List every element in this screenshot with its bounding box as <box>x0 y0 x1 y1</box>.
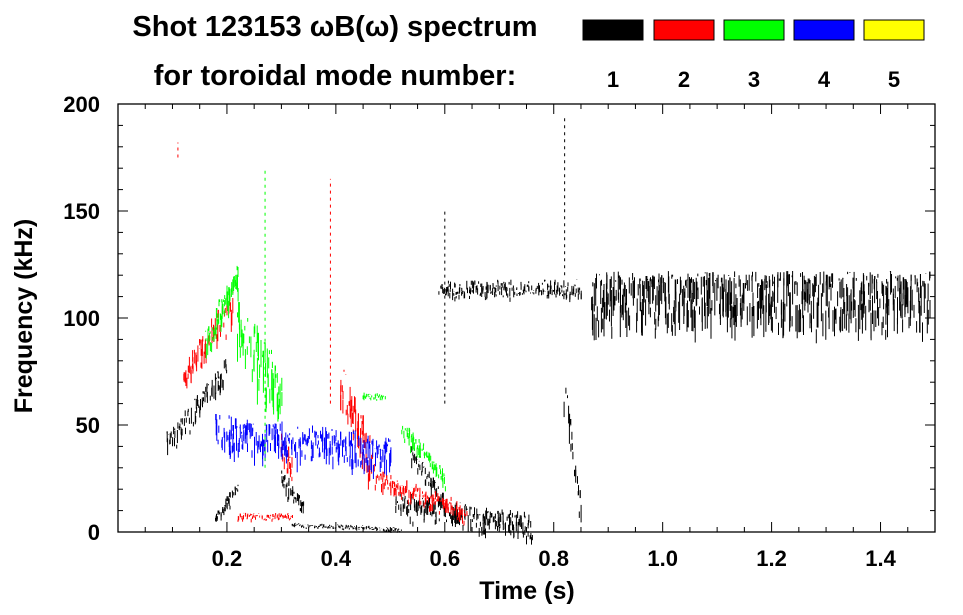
mode-1-region-6 <box>411 446 445 510</box>
legend-swatch-5 <box>863 19 925 41</box>
mode-3-region-16 <box>237 302 283 422</box>
mode-2-region-12 <box>340 369 375 490</box>
y-tick-label: 100 <box>63 306 100 331</box>
mode-2-region-13 <box>373 471 468 526</box>
mode-1-region-1 <box>166 359 228 456</box>
legend-swatch-3 <box>723 19 785 41</box>
mode-2-region-14 <box>237 512 293 523</box>
chart-title-line2: for toroidal mode number: <box>154 60 517 92</box>
legend-swatch-2 <box>653 19 715 41</box>
y-tick-label: 0 <box>88 520 100 545</box>
x-tick-label: 0.6 <box>430 546 461 571</box>
axis-ticks <box>118 104 935 532</box>
x-axis-label: Time (s) <box>479 577 574 605</box>
legend-swatch-1 <box>582 19 644 41</box>
plot-frame <box>117 103 936 533</box>
chart-title: Shot 123153 ωB(ω) spectrum for toroidal … <box>132 11 537 92</box>
legend: 1 2 3 4 5 <box>582 19 925 92</box>
y-tick-labels: 0 50 100 150 200 <box>63 92 100 545</box>
legend-swatch-4 <box>793 19 855 41</box>
legend-label-3: 3 <box>748 67 760 92</box>
legend-label-4: 4 <box>818 67 831 92</box>
mode-1-region-5 <box>395 492 533 545</box>
x-tick-label: 0.2 <box>212 546 243 571</box>
y-tick-label: 50 <box>76 413 100 438</box>
mode-1-region-4 <box>291 522 402 533</box>
x-tick-label: 1.4 <box>865 546 896 571</box>
mode-1-region-3 <box>281 470 305 514</box>
x-tick-label: 1.0 <box>647 546 678 571</box>
chart-title-line1: Shot 123153 ωB(ω) spectrum <box>132 11 537 43</box>
y-tick-label: 200 <box>63 92 100 117</box>
mode-4-region-19 <box>215 414 392 479</box>
mode-1-region-2 <box>215 484 239 522</box>
mode-1-region-7 <box>563 387 582 523</box>
x-tick-label: 0.8 <box>538 546 569 571</box>
spectrogram-data <box>166 114 931 545</box>
x-tick-label: 1.2 <box>756 546 787 571</box>
x-tick-labels: 0.2 0.4 0.6 0.8 1.0 1.2 1.4 <box>212 546 897 571</box>
mode-3-region-15 <box>205 265 239 359</box>
x-tick-label: 0.4 <box>321 546 352 571</box>
legend-label-5: 5 <box>888 67 900 92</box>
y-axis-label: Frequency (kHz) <box>10 219 38 413</box>
legend-label-2: 2 <box>678 67 690 92</box>
mode-3-region-18 <box>401 425 446 492</box>
legend-label-1: 1 <box>607 67 619 92</box>
mode-1-region-9 <box>591 271 931 344</box>
y-tick-label: 150 <box>63 199 100 224</box>
mode-3-region-17 <box>362 392 386 401</box>
mode-1-region-8 <box>438 279 582 303</box>
